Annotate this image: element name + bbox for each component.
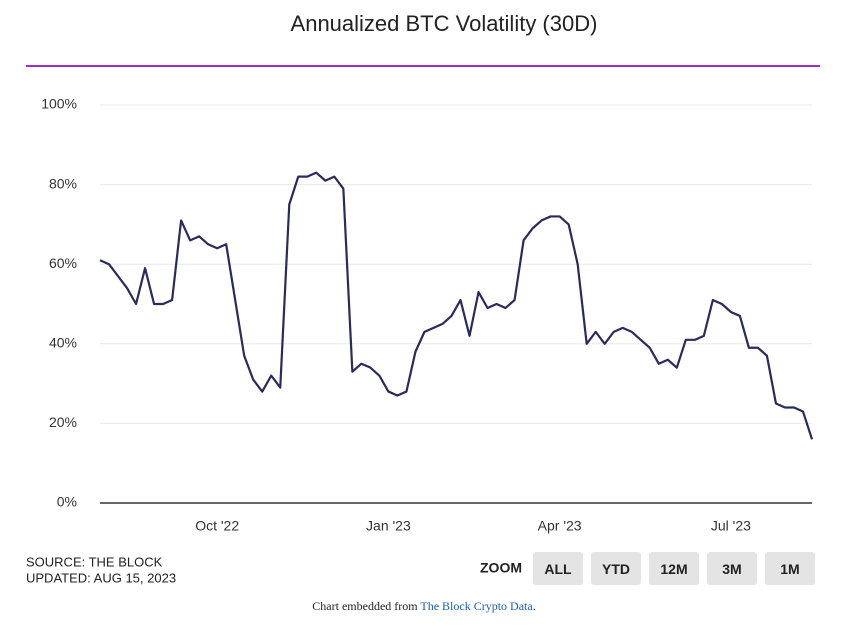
zoom-label: ZOOM xyxy=(480,560,522,576)
embed-text: Chart embedded from xyxy=(312,599,420,613)
chart-title: Annualized BTC Volatility (30D) xyxy=(291,11,598,36)
source: SOURCE: THE BLOCK xyxy=(26,554,163,569)
x-tick-label: Jan '23 xyxy=(366,518,411,534)
x-tick-label: Apr '23 xyxy=(538,518,582,534)
x-tick-label: Jul '23 xyxy=(711,518,751,534)
zoom-button[interactable]: 3M xyxy=(707,552,757,585)
zoom-button[interactable]: 12M xyxy=(649,552,699,585)
y-tick-label: 100% xyxy=(41,96,77,112)
y-tick-label: 80% xyxy=(49,175,77,191)
zoom-button[interactable]: YTD xyxy=(591,552,641,585)
data-line xyxy=(99,171,814,440)
y-tick-label: 60% xyxy=(49,255,77,271)
zoom-button[interactable]: ALL xyxy=(533,552,583,585)
embed-note: Chart embedded from The Block Crypto Dat… xyxy=(312,599,535,613)
y-tick-label: 20% xyxy=(49,414,77,430)
y-tick-label: 0% xyxy=(57,494,77,510)
x-tick-label: Oct '22 xyxy=(195,518,239,534)
y-tick-label: 40% xyxy=(49,335,77,351)
embed-link[interactable]: The Block Crypto Data xyxy=(420,599,533,613)
embed-end: . xyxy=(533,599,536,613)
updated: UPDATED: AUG 15, 2023 xyxy=(26,570,176,585)
zoom-button[interactable]: 1M xyxy=(765,552,815,585)
